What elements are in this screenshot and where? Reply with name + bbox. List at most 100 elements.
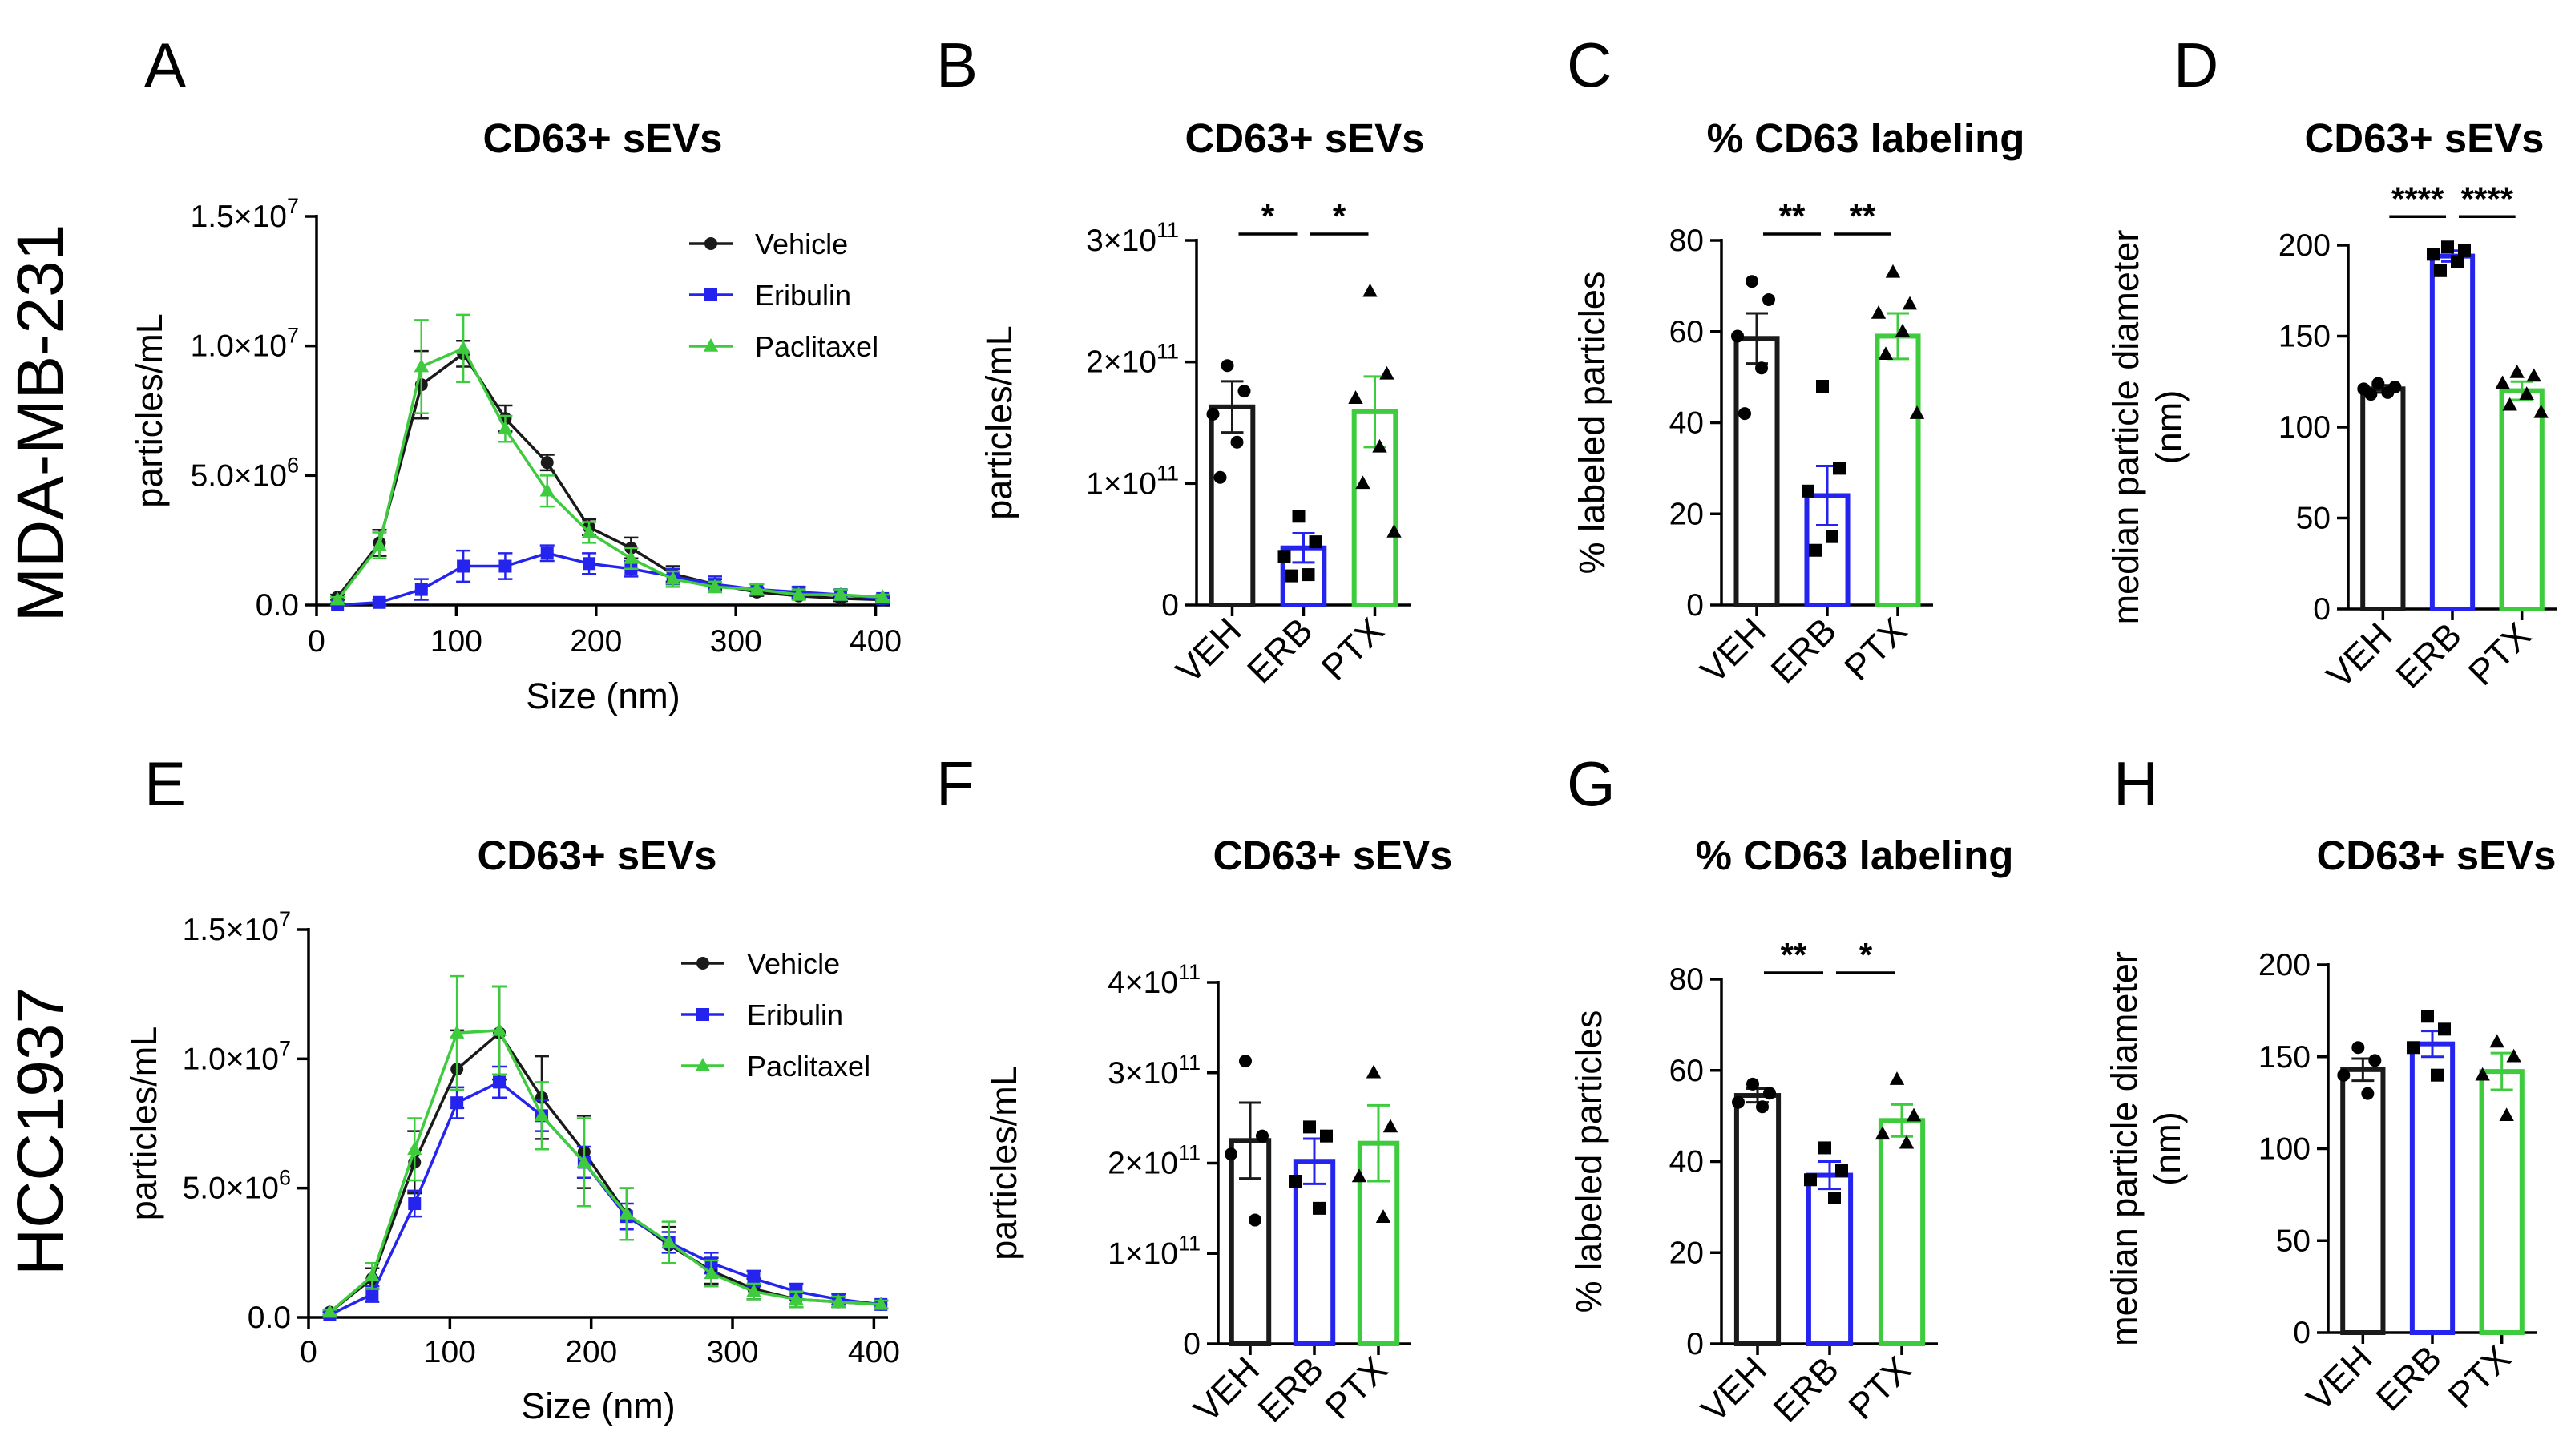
panel-f-data-point-ptx <box>1366 1064 1382 1079</box>
panel-f-letter: F <box>936 748 975 819</box>
panel-b-data-point-erb <box>1285 569 1298 583</box>
panel-c-data-point-ptx <box>1895 323 1911 337</box>
panel-d-category-label-erb: ERB <box>2388 615 2469 696</box>
panel-b-y-tick-label: 2×1011 <box>1086 340 1179 380</box>
panel-a-series-eribulin <box>330 544 890 611</box>
panel-g-y-tick-label: 0 <box>1686 1327 1704 1361</box>
panel-c-y-axis-label: % labeled particles <box>1572 272 1612 575</box>
panel-a-paclitaxel-point <box>414 358 429 373</box>
panel-c-data-point-erb <box>1809 543 1822 557</box>
panel-h-data-point-veh <box>2337 1068 2351 1082</box>
panel-c-y-tick-label: 0 <box>1686 588 1704 623</box>
panel-h-data-point-erb <box>2431 1068 2444 1082</box>
panel-c-data-point-ptx <box>1902 296 1918 310</box>
panel-b-y-axis-label: particles/mL <box>979 325 1019 520</box>
panel-e-y-tick-label: 1.0×107 <box>183 1036 291 1076</box>
panel-b-bar-veh <box>1209 404 1256 607</box>
panel-e-paclitaxel-point <box>619 1205 634 1220</box>
panel-d-y-axis-label-unit: (nm) <box>2149 390 2190 464</box>
panel-g-y-tick-label: 80 <box>1669 962 1704 997</box>
panel-e-paclitaxel-point <box>449 1025 465 1039</box>
row-label-hcc1937: HCC1937 <box>4 987 77 1276</box>
panel-g-bar-veh <box>1733 1093 1782 1346</box>
panel-g: G % CD63 labeling 0 20 40 60 80 % labeled parti… <box>1567 748 2013 1430</box>
row-label-mda-mb-231: MDA-MB-231 <box>4 224 77 623</box>
panel-c-category-label-ptx: PTX <box>1836 610 1915 688</box>
panel-c-y-tick-label: 40 <box>1669 406 1704 441</box>
panel-f-data-point-veh <box>1256 1129 1269 1143</box>
panel-f-data-point-erb <box>1303 1120 1316 1134</box>
panel-h-bar-veh <box>2340 1067 2386 1335</box>
panel-g-category-label-ptx: PTX <box>1840 1349 1919 1427</box>
panel-a-paclitaxel-point <box>498 421 513 434</box>
panel-f-data-point-ptx <box>1382 1119 1398 1133</box>
panel-a-paclitaxel-point <box>875 589 890 603</box>
panel-a-paclitaxel-point <box>749 581 765 595</box>
panel-d-data-point-erb <box>2458 244 2471 257</box>
panel-a-title: CD63+ sEVs <box>482 115 722 161</box>
panel-c: C % CD63 labeling 0 20 40 60 80 % labeled parti… <box>1567 30 2024 692</box>
panel-b-category-label-veh: VEH <box>1168 610 1249 691</box>
panel-h-y-tick-label: 100 <box>2258 1132 2311 1167</box>
panel-e-y-tick-label-exponent: 7 <box>279 907 291 931</box>
panel-d-bar-veh <box>2360 386 2406 611</box>
panel-b-y-tick-label: 0 <box>1161 588 1179 623</box>
panel-d-letter: D <box>2173 30 2218 100</box>
panel-b-category-label-erb: ERB <box>1239 610 1320 691</box>
panel-d-bar-erb <box>2429 253 2476 611</box>
panel-f: F CD63+ sEVs 0 1×1011 2×1011 3×1011 4×1011 part… <box>936 748 1453 1430</box>
panel-d-y-tick-label: 150 <box>2278 320 2331 354</box>
panel-b-significance-label: * <box>1261 197 1275 235</box>
panel-d-y-tick-label: 100 <box>2278 410 2331 445</box>
panel-c-data-point-ptx <box>1878 346 1894 360</box>
panel-b-data-point-veh <box>1213 470 1227 484</box>
panel-d-data-point-veh <box>2364 388 2378 401</box>
panel-a-paclitaxel-point <box>372 537 387 551</box>
panel-d-bar-ptx <box>2499 388 2545 611</box>
panel-e-x-tick-label: 200 <box>565 1335 617 1369</box>
panel-g-y-tick-label: 20 <box>1669 1236 1704 1270</box>
panel-g-category-label-veh: VEH <box>1693 1349 1774 1430</box>
panel-f-data-point-veh <box>1249 1213 1261 1227</box>
panel-h-data-point-ptx <box>2475 1067 2490 1081</box>
panel-a-x-axis-label: Size (nm) <box>526 676 680 716</box>
panel-f-data-point-veh <box>1225 1147 1237 1161</box>
panel-e-y-axis-label: particles/mL <box>123 1026 164 1221</box>
panel-c-data-point-veh <box>1738 407 1751 421</box>
panel-d-data-point-erb <box>2434 264 2447 277</box>
panel-e-x-tick-label: 100 <box>424 1335 476 1369</box>
panel-b-letter: B <box>936 30 978 100</box>
panel-a-y-axis-label: particles/mL <box>129 313 170 508</box>
panel-g-category-label-erb: ERB <box>1766 1349 1846 1430</box>
panel-b-data-point-veh <box>1237 385 1251 398</box>
panel-e-x-tick-label: 400 <box>848 1335 900 1369</box>
panel-d-title: CD63+ sEVs <box>2304 115 2544 161</box>
panel-b-data-point-erb <box>1292 510 1306 523</box>
panel-e-eribulin-point <box>408 1197 422 1211</box>
panel-f-y-tick-label-exponent: 11 <box>1178 960 1201 984</box>
panel-a-paclitaxel-point <box>791 587 806 600</box>
panel-f-y-tick-label: 1×1011 <box>1108 1231 1201 1271</box>
panel-a-legend-marker-eribulin <box>704 288 717 301</box>
panel-b-data-point-ptx <box>1355 475 1370 490</box>
panel-e-x-tick-label: 300 <box>706 1335 758 1369</box>
panel-e-paclitaxel-point <box>831 1293 846 1308</box>
panel-e-series-vehicle <box>322 985 889 1319</box>
panel-f-bar-erb <box>1293 1159 1336 1346</box>
panel-h-data-point-erb <box>2421 1010 2434 1023</box>
panel-h-category-label-veh: VEH <box>2299 1337 2379 1418</box>
panel-f-category-label-ptx: PTX <box>1317 1349 1395 1427</box>
panel-c-y-tick-label: 80 <box>1669 224 1704 258</box>
panel-g-significance-label: ** <box>1781 936 1807 974</box>
panel-c-data-point-veh <box>1731 329 1744 343</box>
panel-e-paclitaxel-point <box>746 1283 761 1297</box>
panel-e-paclitaxel-point <box>873 1296 889 1310</box>
panel-c-title: % CD63 labeling <box>1707 115 2025 161</box>
panel-c-bar-veh <box>1733 336 1780 607</box>
panel-d-data-point-veh <box>2371 377 2385 390</box>
panel-g-data-point-erb <box>1835 1164 1848 1177</box>
panel-f-y-tick-label: 3×1011 <box>1108 1051 1201 1091</box>
panel-h-data-point-ptx <box>2506 1048 2521 1063</box>
panel-d-category-label-veh: VEH <box>2319 615 2399 696</box>
panel-a-x-tick-label: 0 <box>308 624 325 659</box>
